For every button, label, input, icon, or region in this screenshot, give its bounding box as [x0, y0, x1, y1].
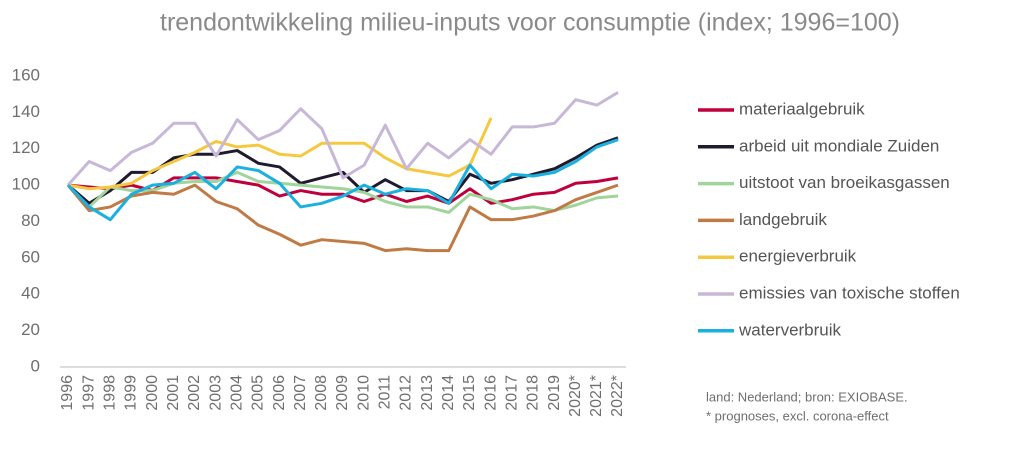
y-tick-label: 40 [21, 284, 40, 303]
legend-label: emissies van toxische stoffen [739, 283, 960, 302]
x-tick-label: 1999 [123, 375, 140, 411]
x-tick-label: 2005 [250, 375, 267, 411]
series-line [66, 183, 619, 253]
x-tick-label: 2014 [440, 375, 457, 411]
x-tick-label: 2013 [419, 375, 436, 411]
x-tick-label: 2011 [377, 375, 394, 410]
y-tick-label: 80 [21, 211, 40, 230]
x-tick-label: 1996 [59, 375, 76, 411]
x-tick-label: 2022* [609, 375, 626, 417]
x-tick-label: 2004 [228, 375, 245, 411]
x-tick-label: 1997 [80, 375, 97, 411]
legend-label: arbeid uit mondiale Zuiden [739, 136, 939, 155]
series-line [66, 138, 619, 222]
x-tick-label: 2015 [461, 375, 478, 411]
x-tick-label: 1998 [102, 375, 119, 411]
x-tick-label: 2009 [334, 375, 351, 411]
annotation: land: Nederland; bron: EXIOBASE. [706, 389, 908, 404]
series-line [66, 91, 619, 187]
chart-title: trendontwikkeling milieu-inputs voor con… [160, 9, 900, 37]
legend-label: waterverbruik [738, 320, 842, 339]
y-tick-label: 100 [12, 175, 40, 194]
x-tick-label: 2017 [503, 375, 520, 411]
y-tick-label: 60 [21, 247, 40, 266]
y-tick-label: 20 [21, 320, 40, 339]
legend-label: landgebruik [739, 210, 827, 229]
y-tick-label: 120 [12, 138, 40, 157]
x-tick-label: 2000 [144, 375, 161, 411]
annotation: * prognoses, excl. corona-effect [706, 408, 889, 423]
x-tick-label: 2018 [525, 375, 542, 411]
series-line [67, 176, 619, 205]
x-tick-label: 2003 [207, 375, 224, 411]
x-tick-label: 2008 [313, 375, 330, 411]
x-tick-label: 2012 [398, 375, 415, 411]
x-tick-label: 2020* [567, 375, 584, 417]
legend-label: materiaalgebruik [739, 99, 865, 118]
y-tick-label: 0 [31, 356, 40, 375]
x-tick-label: 2010 [355, 375, 372, 411]
x-tick-label: 2019 [546, 375, 563, 411]
legend-label: energieverbruik [739, 247, 857, 266]
x-tick-label: 2001 [165, 375, 182, 411]
legend-label: uitstoot van broeikasgassen [739, 173, 950, 192]
x-tick-label: 2016 [482, 375, 499, 411]
x-tick-label: 2002 [186, 375, 203, 411]
y-tick-label: 140 [12, 102, 40, 121]
series-line [66, 170, 619, 214]
x-tick-label: 2007 [292, 375, 309, 411]
x-tick-label: 2021* [588, 375, 605, 417]
series-line [67, 117, 493, 191]
y-tick-label: 160 [12, 65, 40, 84]
x-tick-label: 2006 [271, 375, 288, 411]
